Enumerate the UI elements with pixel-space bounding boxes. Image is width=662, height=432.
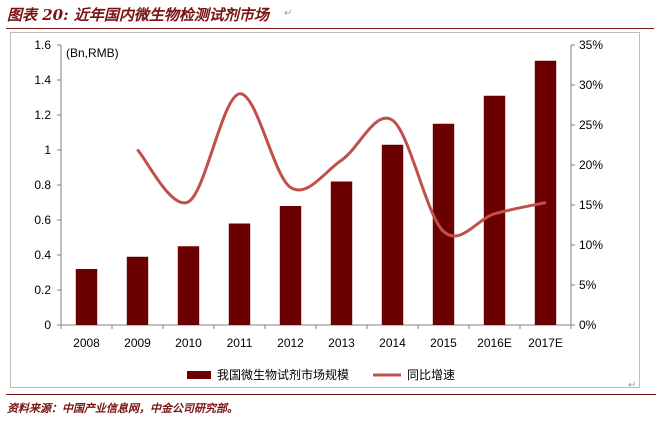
y2-tick-label: 20% — [579, 158, 603, 172]
bar-2014 — [381, 144, 404, 325]
bar-2017E — [534, 60, 557, 325]
y2-tick-label: 5% — [579, 278, 597, 292]
growth-point-2016E — [493, 213, 496, 215]
x-tick-label: 2009 — [124, 336, 151, 350]
y2-tick-label: 35% — [579, 38, 603, 52]
bar-2015 — [432, 123, 455, 325]
bar-2011 — [228, 223, 251, 325]
y2-tick-label: 10% — [579, 238, 603, 252]
x-tick-label: 2010 — [175, 336, 202, 350]
bar-2009 — [126, 256, 149, 325]
y-tick-label: 1.4 — [34, 73, 51, 87]
x-tick-label: 2008 — [73, 336, 100, 350]
bar-2013 — [330, 181, 353, 325]
bar-2016E — [483, 95, 506, 325]
y-tick-label: 0.8 — [34, 178, 51, 192]
title-rule — [6, 28, 654, 29]
growth-point-2012 — [289, 186, 292, 189]
growth-point-2009 — [136, 149, 139, 151]
legend-bar-swatch — [187, 371, 211, 379]
x-tick-label: 2017E — [528, 336, 563, 350]
figure-title: 图表 20: 近年国内微生物检测试剂市场 — [7, 6, 269, 24]
y-tick-label: 0.4 — [34, 248, 51, 262]
y-tick-label: 1 — [44, 143, 51, 157]
return-mark-icon: ↵ — [628, 380, 637, 391]
y-axis-unit-label: (Bn,RMB) — [66, 46, 119, 60]
growth-rate-line — [136, 92, 546, 238]
bar-2010 — [177, 246, 200, 325]
y2-tick-label: 25% — [579, 118, 603, 132]
growth-point-2014 — [391, 119, 394, 121]
return-mark-icon: ↵ — [284, 8, 293, 19]
bottom-rule — [6, 394, 656, 395]
chart-svg: 0 0.2 0.4 0.6 0.8 1 1.2 1.4 1.6 0% 5% 10% 15% 20% 25% 3… — [34, 38, 603, 382]
bar-2012 — [279, 206, 302, 325]
y-tick-label: 0 — [44, 318, 51, 332]
y-tick-label: 1.6 — [34, 38, 51, 52]
x-tick-label: 2012 — [277, 336, 304, 350]
growth-point-2017E — [544, 201, 547, 204]
x-tick-label: 2013 — [328, 336, 355, 350]
growth-point-2015 — [442, 230, 445, 233]
y-tick-label: 1.2 — [34, 108, 51, 122]
chart-frame: 0 0.2 0.4 0.6 0.8 1 1.2 1.4 1.6 0% 5% 10% 15% 20% 25% 3… — [10, 32, 640, 388]
bar-2008 — [75, 269, 98, 325]
y2-tick-label: 15% — [579, 198, 603, 212]
legend-bar-label: 我国微生物试剂市场规模 — [217, 367, 349, 382]
y-tick-label: 0.6 — [34, 213, 51, 227]
growth-point-2010 — [187, 201, 190, 203]
growth-point-2013 — [340, 159, 343, 161]
x-tick-label: 2014 — [379, 336, 406, 350]
growth-point-2011 — [238, 93, 241, 95]
source-note: 资料来源：中国产业信息网，中金公司研究部。 — [7, 402, 238, 415]
x-tick-label: 2011 — [227, 336, 253, 350]
y2-tick-label: 0% — [579, 318, 597, 332]
y-tick-label: 0.2 — [34, 283, 51, 297]
x-tick-label: 2016E — [477, 336, 512, 350]
x-tick-label: 2015 — [430, 336, 457, 350]
legend-line-label: 同比增速 — [407, 368, 455, 382]
y2-tick-label: 30% — [579, 78, 603, 92]
